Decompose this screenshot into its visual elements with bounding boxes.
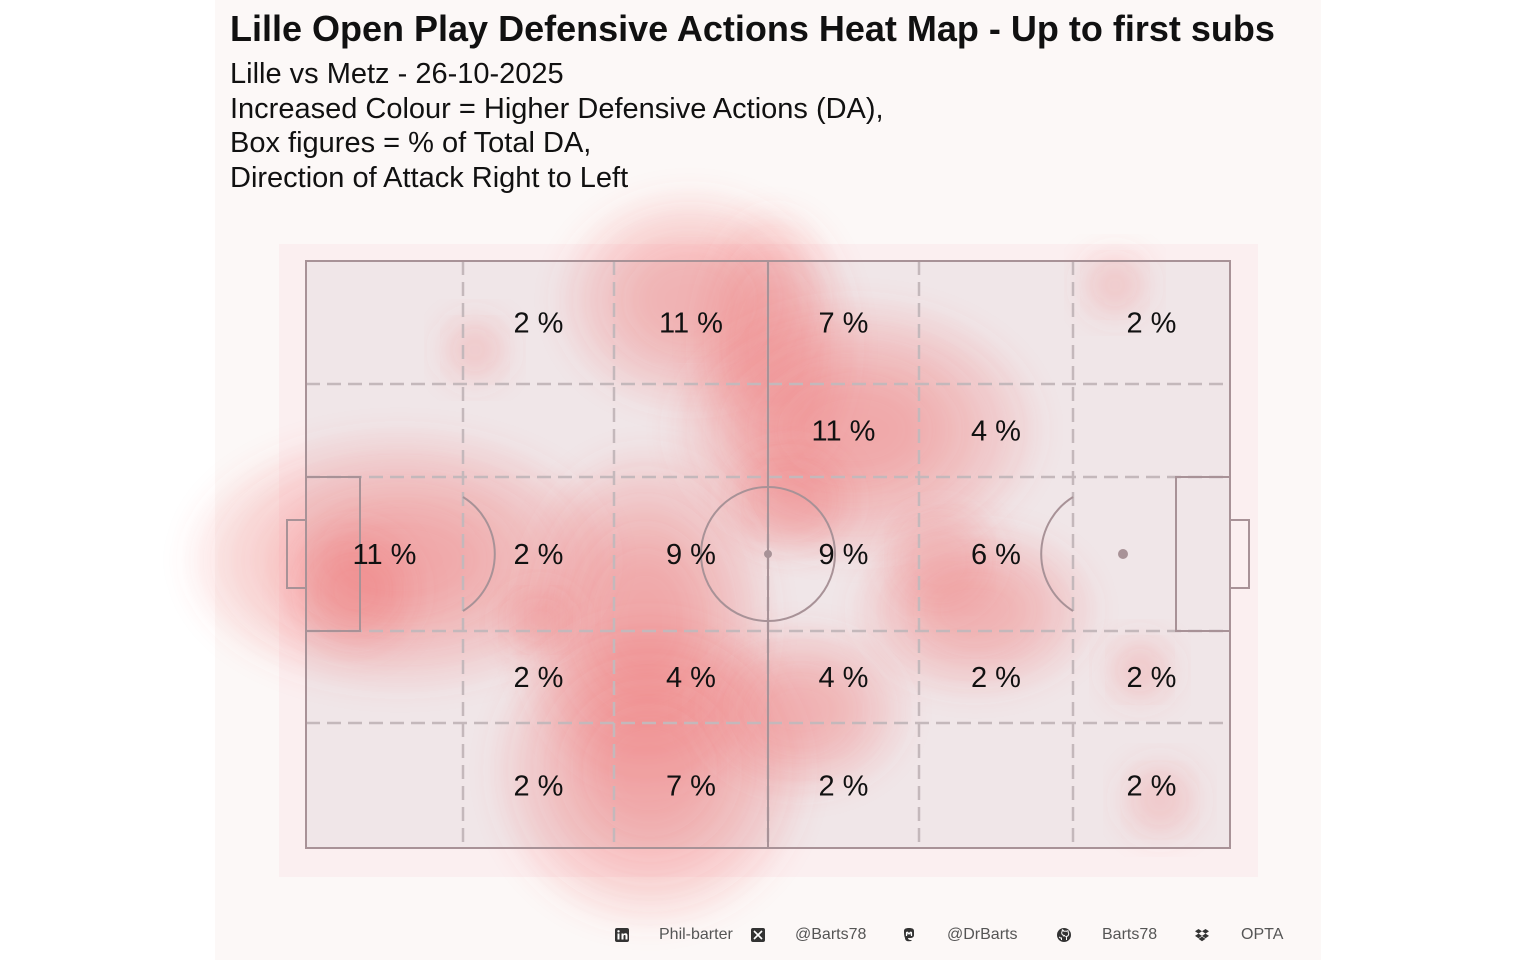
zone-label-r0-c5: 2 % <box>1127 308 1177 340</box>
footer-credit-label: @DrBarts <box>947 926 1018 943</box>
footer-credit-label: OPTA <box>1241 926 1284 943</box>
heat-contour-13-1 <box>1115 645 1165 695</box>
heat-contour-14-1 <box>510 595 570 645</box>
footer-credit-label: Phil-barter <box>659 926 733 943</box>
zone-label-r2-c0: 11 % <box>353 539 417 571</box>
footer-credit-label: Barts78 <box>1102 926 1158 943</box>
zone-label-r0-c1: 2 % <box>514 308 564 340</box>
mastodon-icon <box>904 928 914 942</box>
zone-label-r1-c3: 11 % <box>812 416 876 448</box>
heat-contour-8-3 <box>755 675 845 745</box>
zone-label-r2-c2: 9 % <box>666 539 716 571</box>
subtitle-direction: Direction of Attack Right to Left <box>230 162 629 194</box>
heat-contour-3-2 <box>755 470 825 530</box>
heat-contour-12-1 <box>1132 772 1188 828</box>
subtitle-match: Lille vs Metz - 26-10-2025 <box>230 58 564 90</box>
zone-label-r3-c2: 4 % <box>666 662 716 694</box>
zone-label-r4-c1: 2 % <box>514 771 564 803</box>
right-goal <box>1229 519 1250 589</box>
zone-label-r4-c5: 2 % <box>1127 771 1177 803</box>
zone-label-r0-c2: 11 % <box>659 308 723 340</box>
right-penalty-spot <box>1118 549 1128 559</box>
zone-label-r3-c5: 2 % <box>1127 662 1177 694</box>
heat-contour-11-1 <box>1090 260 1140 310</box>
zone-label-r2-c4: 6 % <box>971 539 1021 571</box>
heat-contour-15-1 <box>900 520 980 600</box>
zone-label-r2-c1: 2 % <box>514 539 564 571</box>
zone-label-r1-c4: 4 % <box>971 416 1021 448</box>
zone-label-r3-c4: 2 % <box>971 662 1021 694</box>
zone-label-r3-c1: 2 % <box>514 662 564 694</box>
zone-label-r3-c3: 4 % <box>819 662 869 694</box>
subtitle-box-key: Box figures = % of Total DA, <box>230 127 592 159</box>
left-goal <box>286 519 307 589</box>
centre-circle <box>700 486 836 622</box>
zone-label-r2-c3: 9 % <box>819 539 869 571</box>
zone-label-r4-c2: 7 % <box>666 771 716 803</box>
zone-label-r4-c3: 2 % <box>819 771 869 803</box>
heat-contour-5-2 <box>320 555 390 625</box>
left-penalty-arc <box>462 496 496 612</box>
zone-percentage-labels: 2 % 11 % 7 % 2 % 11 % 4 % 11 % 2 % 9 % 9 % 6 % 2 % 4… <box>353 308 1177 803</box>
right-penalty-arc <box>1040 496 1074 612</box>
footer-credit-label: @Barts78 <box>795 926 867 943</box>
chart-title: Lille Open Play Defensive Actions Heat M… <box>230 8 1275 49</box>
github-icon <box>1057 928 1071 942</box>
centre-spot <box>764 550 772 558</box>
subtitle-colour-key: Increased Colour = Higher Defensive Acti… <box>230 93 884 125</box>
heat-contour-7-4 <box>595 715 705 825</box>
x-twitter-icon <box>751 928 765 942</box>
linkedin-icon <box>615 928 629 942</box>
pitch-markings <box>286 260 1250 849</box>
dropbox-icon <box>1195 929 1209 942</box>
zone-label-r0-c3: 7 % <box>819 308 869 340</box>
heat-contour-10-1 <box>450 325 500 375</box>
